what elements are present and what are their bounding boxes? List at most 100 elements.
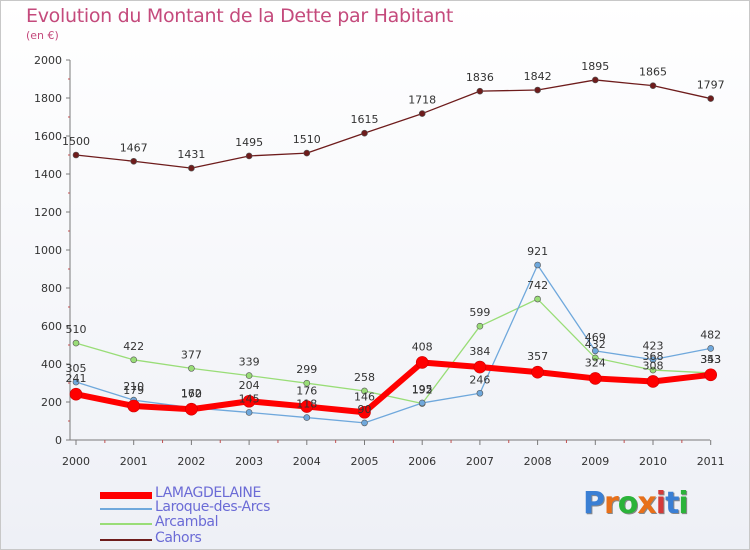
data-point-cahors — [534, 86, 541, 94]
data-label-arcambal: 422 — [123, 340, 144, 353]
data-point-laroque-des-arcs — [476, 389, 484, 397]
data-label-arcambal: 510 — [66, 323, 87, 336]
chart-axes: 0 200 400 600 800 1000 1200 1400 1600 1800 2000 200… — [34, 54, 725, 468]
data-point-cahors — [707, 95, 715, 102]
y-tick-label: 400 — [41, 358, 62, 371]
x-tick-label: 2002 — [177, 455, 205, 468]
data-label-cahors: 1615 — [351, 113, 379, 126]
y-tick-label: 1600 — [34, 130, 62, 143]
data-label-laroque-des-arcs: 170 — [181, 388, 202, 401]
data-label-arcambal: 599 — [469, 306, 490, 319]
data-point-lamagdelaine — [646, 375, 660, 388]
data-point-laroque-des-arcs — [303, 414, 311, 421]
data-point-cahors — [245, 152, 253, 160]
data-label-lamagdelaine: 408 — [412, 340, 433, 353]
data-point-cahors — [649, 82, 657, 89]
data-label-laroque-des-arcs: 246 — [469, 373, 490, 386]
data-label-lamagdelaine: 204 — [239, 379, 260, 392]
x-tick-label: 2007 — [466, 455, 494, 468]
data-point-lamagdelaine — [358, 405, 371, 419]
data-point-arcambal — [188, 365, 195, 372]
data-label-cahors: 1797 — [697, 79, 725, 92]
data-label-lamagdelaine: 179 — [123, 384, 144, 397]
data-label-cahors: 1895 — [581, 60, 609, 73]
data-label-laroque-des-arcs: 305 — [66, 362, 87, 375]
x-tick-label: 2011 — [697, 455, 725, 468]
legend-swatch — [100, 539, 152, 541]
data-label-lamagdelaine: 324 — [585, 356, 606, 369]
data-point-arcambal — [591, 354, 599, 362]
data-label-arcambal: 377 — [181, 348, 202, 361]
data-label-cahors: 1510 — [293, 133, 321, 146]
data-point-cahors — [72, 151, 80, 159]
data-label-laroque-des-arcs: 90 — [358, 403, 372, 416]
data-point-lamagdelaine — [242, 394, 256, 408]
legend-label: Arcambal — [155, 514, 219, 530]
data-label-laroque-des-arcs: 482 — [700, 328, 721, 341]
legend-swatch — [100, 491, 152, 499]
y-tick-label: 2000 — [34, 54, 62, 67]
data-point-cahors — [361, 129, 368, 137]
y-tick-label: 800 — [41, 282, 62, 295]
data-label-laroque-des-arcs: 921 — [527, 245, 548, 258]
data-label-laroque-des-arcs: 210 — [123, 380, 144, 393]
series-line-lamagdelaine — [73, 359, 714, 416]
data-label-lamagdelaine: 384 — [469, 345, 490, 358]
data-label-cahors: 1718 — [408, 94, 436, 107]
data-point-laroque-des-arcs — [418, 399, 426, 407]
data-point-cahors — [418, 110, 426, 117]
data-label-arcambal: 353 — [700, 353, 721, 366]
data-label-laroque-des-arcs: 195 — [412, 383, 433, 396]
data-point-lamagdelaine — [531, 365, 544, 379]
data-label-arcambal: 299 — [296, 363, 317, 376]
chart-subtitle: (en €) — [26, 29, 59, 42]
series-layer — [69, 76, 718, 427]
data-point-cahors — [303, 149, 311, 157]
data-point-laroque-des-arcs — [361, 419, 368, 427]
data-point-laroque-des-arcs — [591, 347, 599, 355]
x-tick-label: 2001 — [120, 455, 148, 468]
y-tick-label: 1400 — [34, 168, 62, 181]
data-label-lamagdelaine: 241 — [66, 372, 87, 385]
data-point-laroque-des-arcs — [534, 261, 541, 269]
data-label-laroque-des-arcs: 118 — [296, 398, 317, 411]
data-label-arcambal: 192 — [412, 384, 433, 397]
x-tick-label: 2006 — [408, 455, 436, 468]
x-tick-label: 2008 — [524, 455, 552, 468]
series-line-arcambal — [75, 298, 712, 405]
data-point-laroque-des-arcs — [649, 356, 657, 363]
data-point-cahors — [476, 87, 484, 95]
data-point-lamagdelaine — [704, 368, 718, 382]
y-tick-label: 1800 — [34, 92, 62, 105]
y-tick-label: 1000 — [34, 244, 62, 257]
data-point-lamagdelaine — [185, 402, 198, 416]
data-label-lamagdelaine: 176 — [296, 385, 317, 398]
data-label-cahors: 1865 — [639, 66, 667, 79]
x-tick-label: 2010 — [639, 455, 667, 468]
x-tick-label: 2005 — [351, 455, 379, 468]
data-label-cahors: 1431 — [177, 148, 205, 161]
proxiti-logo: Proxiti — [583, 486, 689, 521]
data-point-lamagdelaine — [415, 356, 429, 369]
data-label-lamagdelaine: 162 — [181, 387, 202, 400]
data-label-cahors: 1495 — [235, 136, 263, 149]
data-point-arcambal — [534, 295, 541, 303]
y-tick-label: 600 — [41, 320, 62, 333]
data-label-arcambal: 742 — [527, 279, 548, 292]
data-label-laroque-des-arcs: 145 — [239, 392, 260, 405]
data-label-cahors: 1467 — [120, 141, 148, 154]
data-point-lamagdelaine — [300, 400, 314, 413]
x-tick-label: 2009 — [581, 455, 609, 468]
data-label-lamagdelaine: 308 — [643, 359, 664, 372]
legend-label: LAMAGDELAINE — [155, 485, 261, 501]
data-label-cahors: 1500 — [62, 135, 90, 148]
legend-label: Laroque-des-Arcs — [155, 499, 270, 515]
data-point-lamagdelaine — [588, 372, 602, 385]
data-point-cahors — [130, 157, 137, 165]
data-label-laroque-des-arcs: 469 — [585, 331, 606, 344]
x-tick-label: 2004 — [293, 455, 321, 468]
data-point-laroque-des-arcs — [72, 378, 80, 386]
data-point-lamagdelaine — [69, 387, 83, 401]
data-point-lamagdelaine — [127, 399, 140, 413]
